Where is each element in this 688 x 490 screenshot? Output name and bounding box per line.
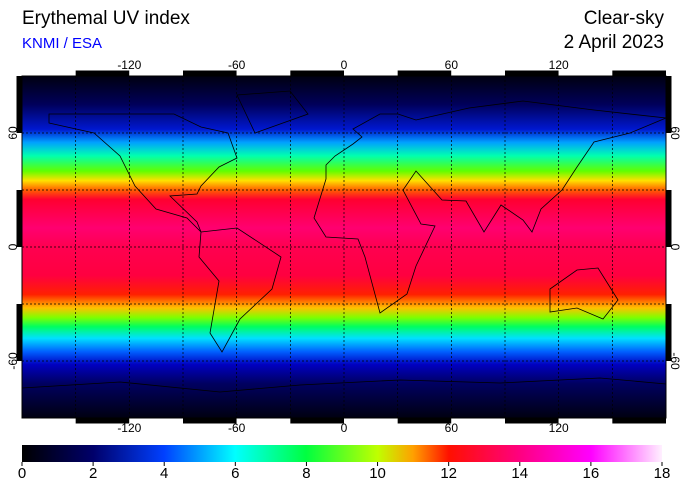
x-tick-label: 120 <box>549 58 569 72</box>
title: Erythemal UV index <box>22 8 190 29</box>
y-tick-label: -60 <box>668 352 682 370</box>
colorbar-tick-label: 4 <box>160 465 168 482</box>
colorbar-tick-label: 0 <box>18 465 26 482</box>
colorbar-tick-label: 8 <box>302 465 310 482</box>
colorbar-tick-label: 10 <box>369 465 386 482</box>
y-tick-label: 60 <box>668 126 682 140</box>
x-tick-label: -120 <box>117 58 141 72</box>
colorbar-tick-label: 12 <box>440 465 457 482</box>
colorbar-tick-label: 14 <box>511 465 528 482</box>
source: KNMI / ESA <box>22 35 102 52</box>
x-tick-label: 0 <box>341 58 348 72</box>
y-tick-label: -60 <box>6 352 20 370</box>
colorbar-ticks: 0 2 4 6 8 10 12 14 16 18 <box>18 462 671 482</box>
x-tick-label: 120 <box>549 421 569 435</box>
x-tick-label: -120 <box>117 421 141 435</box>
x-tick-label: -60 <box>228 58 246 72</box>
colorbar-tick-label: 2 <box>89 465 97 482</box>
colorbar <box>22 445 662 462</box>
colorbar-tick-label: 16 <box>583 465 600 482</box>
condition: Clear-sky <box>584 8 665 29</box>
x-tick-label: 0 <box>341 421 348 435</box>
grid <box>16 70 672 424</box>
x-tick-label: 60 <box>445 421 459 435</box>
date: 2 April 2023 <box>564 32 664 53</box>
x-tick-label: 60 <box>445 58 459 72</box>
y-tick-label: 0 <box>668 244 682 251</box>
map-frame <box>21 75 667 419</box>
colorbar-tick-label: 6 <box>231 465 239 482</box>
colorbar-tick-label: 18 <box>654 465 671 482</box>
y-tick-label: 60 <box>6 126 20 140</box>
x-tick-label: -60 <box>228 421 246 435</box>
coastlines <box>21 90 668 393</box>
y-tick-label: 0 <box>6 243 20 250</box>
